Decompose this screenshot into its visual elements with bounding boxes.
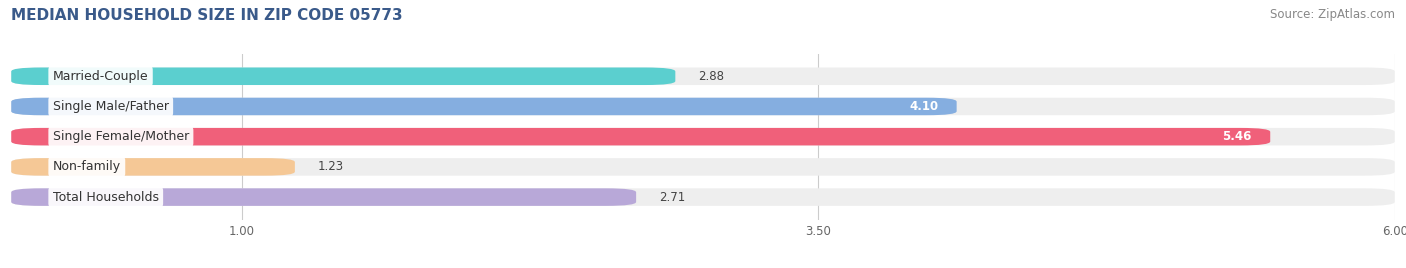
Text: Non-family: Non-family [53, 160, 121, 173]
Text: Source: ZipAtlas.com: Source: ZipAtlas.com [1270, 8, 1395, 21]
Text: MEDIAN HOUSEHOLD SIZE IN ZIP CODE 05773: MEDIAN HOUSEHOLD SIZE IN ZIP CODE 05773 [11, 8, 404, 23]
FancyBboxPatch shape [11, 158, 295, 176]
FancyBboxPatch shape [11, 98, 1395, 115]
Text: 2.88: 2.88 [699, 70, 724, 83]
Text: Total Households: Total Households [53, 191, 159, 204]
Text: Single Female/Mother: Single Female/Mother [53, 130, 188, 143]
FancyBboxPatch shape [11, 98, 956, 115]
FancyBboxPatch shape [11, 68, 675, 85]
FancyBboxPatch shape [11, 128, 1270, 146]
FancyBboxPatch shape [11, 188, 636, 206]
Text: 1.23: 1.23 [318, 160, 344, 173]
Text: 5.46: 5.46 [1222, 130, 1251, 143]
Text: Single Male/Father: Single Male/Father [53, 100, 169, 113]
Text: 2.71: 2.71 [659, 191, 686, 204]
FancyBboxPatch shape [11, 158, 1395, 176]
FancyBboxPatch shape [11, 128, 1395, 146]
FancyBboxPatch shape [11, 188, 1395, 206]
FancyBboxPatch shape [11, 68, 1395, 85]
Text: 4.10: 4.10 [910, 100, 938, 113]
Text: Married-Couple: Married-Couple [53, 70, 149, 83]
